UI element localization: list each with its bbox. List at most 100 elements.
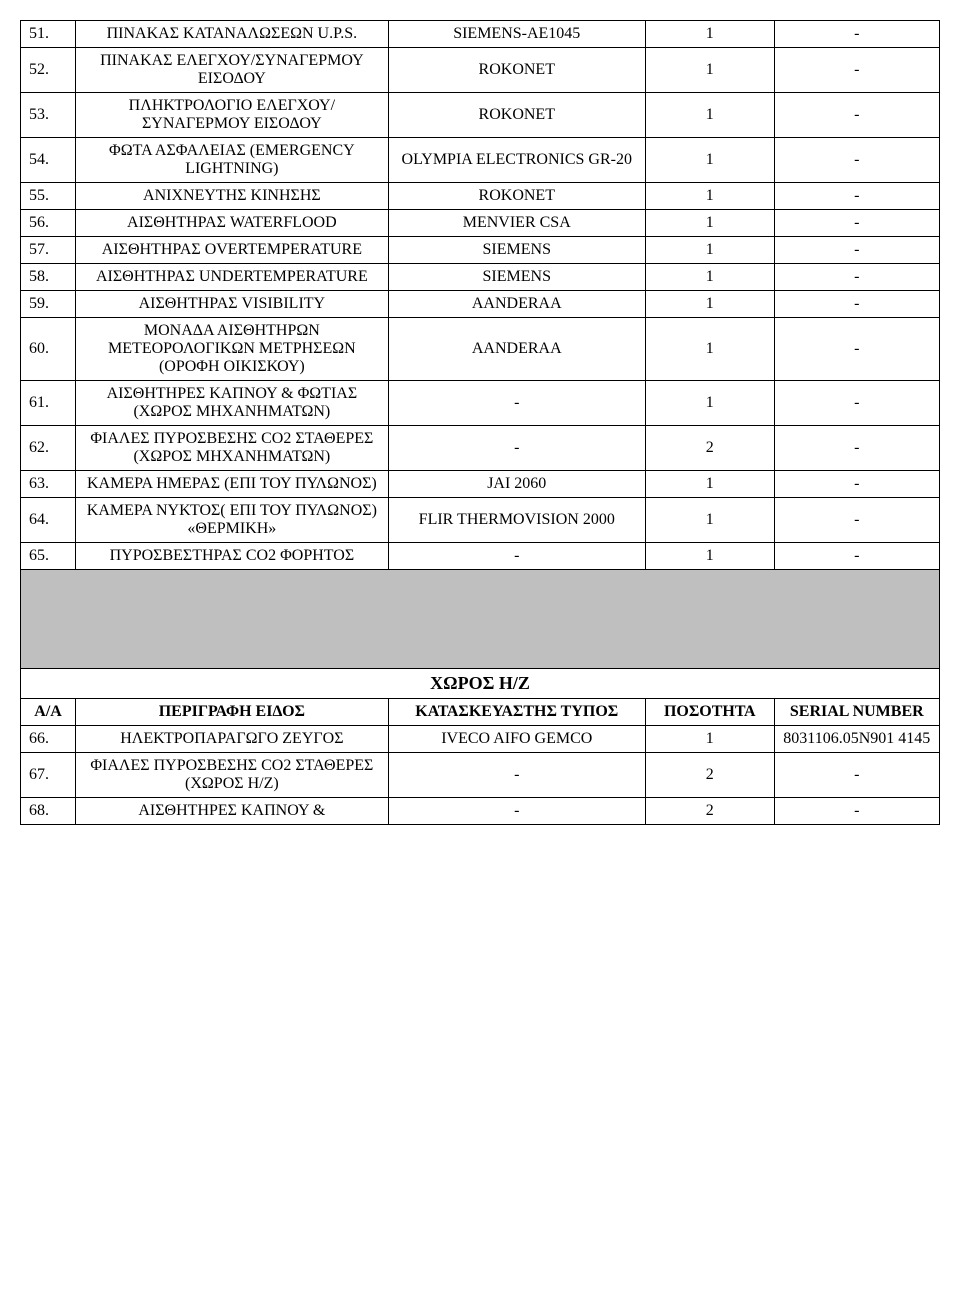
row-number: 67.: [21, 753, 76, 798]
table-row: 57.ΑΙΣΘΗΤΗΡΑΣ OVERTEMPERATURESIEMENS1-: [21, 237, 940, 264]
row-description: ΦΩΤΑ ΑΣΦΑΛΕΙΑΣ (EMERGENCY LIGHTNING): [76, 138, 388, 183]
table-row: 60.ΜΟΝΑΔΑ ΑΙΣΘΗΤΗΡΩΝ ΜΕΤΕΟΡΟΛΟΓΙΚΩΝ ΜΕΤΡ…: [21, 318, 940, 381]
row-description: ΚΑΜΕΡΑ ΗΜΕΡΑΣ (ΕΠΙ ΤΟΥ ΠΥΛΩΝΟΣ): [76, 471, 388, 498]
section-title-row: ΧΩΡΟΣ Η/Ζ: [21, 669, 940, 699]
row-qty: 1: [645, 138, 774, 183]
row-serial: 8031106.05N901 4145: [774, 726, 939, 753]
section-separator-cell: [21, 570, 940, 669]
section-separator: [21, 570, 940, 669]
row-number: 51.: [21, 21, 76, 48]
row-serial: -: [774, 426, 939, 471]
row-number: 61.: [21, 381, 76, 426]
table-row: 68.ΑΙΣΘΗΤΗΡΕΣ ΚΑΠΝΟΥ &-2-: [21, 798, 940, 825]
row-manufacturer: JAI 2060: [388, 471, 645, 498]
row-serial: -: [774, 753, 939, 798]
row-manufacturer: -: [388, 381, 645, 426]
row-description: ΦΙΑΛΕΣ ΠΥΡΟΣΒΕΣΗΣ CO2 ΣΤΑΘΕΡΕΣ (ΧΩΡΟΣ H/…: [76, 753, 388, 798]
row-number: 68.: [21, 798, 76, 825]
row-number: 63.: [21, 471, 76, 498]
row-serial: -: [774, 498, 939, 543]
table-row: 54.ΦΩΤΑ ΑΣΦΑΛΕΙΑΣ (EMERGENCY LIGHTNING)O…: [21, 138, 940, 183]
table-row: 59.ΑΙΣΘΗΤΗΡΑΣ VISIBILITYAANDERAA1-: [21, 291, 940, 318]
row-serial: -: [774, 381, 939, 426]
row-number: 54.: [21, 138, 76, 183]
row-manufacturer: -: [388, 426, 645, 471]
row-qty: 2: [645, 753, 774, 798]
row-number: 52.: [21, 48, 76, 93]
row-serial: -: [774, 318, 939, 381]
row-description: ΠΛΗΚΤΡΟΛΟΓΙΟ ΕΛΕΓΧΟΥ/ΣΥΝΑΓΕΡΜΟΥ ΕΙΣΟΔΟΥ: [76, 93, 388, 138]
table-row: 58.ΑΙΣΘΗΤΗΡΑΣ UNDERTEMPERATURESIEMENS1-: [21, 264, 940, 291]
row-serial: -: [774, 93, 939, 138]
row-serial: -: [774, 291, 939, 318]
row-qty: 1: [645, 318, 774, 381]
row-description: ΦΙΑΛΕΣ ΠΥΡΟΣΒΕΣΗΣ CO2 ΣΤΑΘΕΡΕΣ (ΧΩΡΟΣ ΜΗ…: [76, 426, 388, 471]
header-mfr: ΚΑΤΑΣΚΕΥΑΣΤΗΣ ΤΥΠΟΣ: [388, 699, 645, 726]
row-manufacturer: AANDERAA: [388, 291, 645, 318]
row-qty: 1: [645, 93, 774, 138]
row-serial: -: [774, 48, 939, 93]
row-qty: 1: [645, 48, 774, 93]
row-description: ΠΙΝΑΚΑΣ ΕΛΕΓΧΟΥ/ΣΥΝΑΓΕΡΜΟΥ ΕΙΣΟΔΟΥ: [76, 48, 388, 93]
row-description: ΗΛΕΚΤΡΟΠΑΡΑΓΩΓΟ ΖΕΥΓΟΣ: [76, 726, 388, 753]
row-manufacturer: ROKONET: [388, 183, 645, 210]
row-number: 66.: [21, 726, 76, 753]
row-manufacturer: SIEMENS: [388, 237, 645, 264]
header-desc: ΠΕΡΙΓΡΑΦΗ ΕΙΔΟΣ: [76, 699, 388, 726]
row-qty: 1: [645, 471, 774, 498]
row-qty: 1: [645, 264, 774, 291]
row-number: 65.: [21, 543, 76, 570]
row-qty: 1: [645, 237, 774, 264]
header-aa: Α/Α: [21, 699, 76, 726]
row-description: ΑΙΣΘΗΤΗΡΑΣ OVERTEMPERATURE: [76, 237, 388, 264]
row-serial: -: [774, 237, 939, 264]
table-row: 61.ΑΙΣΘΗΤΗΡΕΣ ΚΑΠΝΟΥ & ΦΩΤΙΑΣ (ΧΩΡΟΣ ΜΗΧ…: [21, 381, 940, 426]
header-qty: ΠΟΣΟΤΗΤΑ: [645, 699, 774, 726]
row-description: ΑΝΙΧΝΕΥΤΗΣ ΚΙΝΗΣΗΣ: [76, 183, 388, 210]
row-qty: 1: [645, 21, 774, 48]
row-serial: -: [774, 264, 939, 291]
row-manufacturer: OLYMPIA ELECTRONICS GR-20: [388, 138, 645, 183]
table-row: 51.ΠΙΝΑΚΑΣ ΚΑΤΑΝΑΛΩΣΕΩΝ U.P.S.SIEMENS-AE…: [21, 21, 940, 48]
table-row: 56.ΑΙΣΘΗΤΗΡΑΣ WATERFLOODMENVIER CSA1-: [21, 210, 940, 237]
row-qty: 1: [645, 183, 774, 210]
table-row: 52.ΠΙΝΑΚΑΣ ΕΛΕΓΧΟΥ/ΣΥΝΑΓΕΡΜΟΥ ΕΙΣΟΔΟΥROK…: [21, 48, 940, 93]
row-number: 53.: [21, 93, 76, 138]
row-manufacturer: MENVIER CSA: [388, 210, 645, 237]
row-description: ΑΙΣΘΗΤΗΡΑΣ WATERFLOOD: [76, 210, 388, 237]
table-row: 62.ΦΙΑΛΕΣ ΠΥΡΟΣΒΕΣΗΣ CO2 ΣΤΑΘΕΡΕΣ (ΧΩΡΟΣ…: [21, 426, 940, 471]
row-qty: 1: [645, 498, 774, 543]
row-number: 59.: [21, 291, 76, 318]
row-description: ΜΟΝΑΔΑ ΑΙΣΘΗΤΗΡΩΝ ΜΕΤΕΟΡΟΛΟΓΙΚΩΝ ΜΕΤΡΗΣΕ…: [76, 318, 388, 381]
row-serial: -: [774, 138, 939, 183]
row-serial: -: [774, 210, 939, 237]
row-qty: 1: [645, 381, 774, 426]
row-number: 57.: [21, 237, 76, 264]
table-row: 63.ΚΑΜΕΡΑ ΗΜΕΡΑΣ (ΕΠΙ ΤΟΥ ΠΥΛΩΝΟΣ)JAI 20…: [21, 471, 940, 498]
table-row: 64.ΚΑΜΕΡΑ ΝΥΚΤΟΣ( ΕΠΙ ΤΟΥ ΠΥΛΩΝΟΣ) «ΘΕΡΜ…: [21, 498, 940, 543]
header-sn: SERIAL NUMBER: [774, 699, 939, 726]
row-number: 56.: [21, 210, 76, 237]
row-manufacturer: SIEMENS: [388, 264, 645, 291]
row-number: 62.: [21, 426, 76, 471]
row-serial: -: [774, 471, 939, 498]
row-manufacturer: AANDERAA: [388, 318, 645, 381]
row-manufacturer: ROKONET: [388, 93, 645, 138]
row-qty: 1: [645, 726, 774, 753]
row-qty: 1: [645, 291, 774, 318]
row-description: ΑΙΣΘΗΤΗΡΑΣ VISIBILITY: [76, 291, 388, 318]
row-serial: -: [774, 183, 939, 210]
table-row: 67.ΦΙΑΛΕΣ ΠΥΡΟΣΒΕΣΗΣ CO2 ΣΤΑΘΕΡΕΣ (ΧΩΡΟΣ…: [21, 753, 940, 798]
row-manufacturer: FLIR THERMOVISION 2000: [388, 498, 645, 543]
row-description: ΑΙΣΘΗΤΗΡΕΣ ΚΑΠΝΟΥ & ΦΩΤΙΑΣ (ΧΩΡΟΣ ΜΗΧΑΝΗ…: [76, 381, 388, 426]
row-number: 60.: [21, 318, 76, 381]
row-qty: 2: [645, 798, 774, 825]
row-manufacturer: -: [388, 753, 645, 798]
row-description: ΠΥΡΟΣΒΕΣΤΗΡΑΣ CO2 ΦΟΡΗΤΟΣ: [76, 543, 388, 570]
table-row: 65.ΠΥΡΟΣΒΕΣΤΗΡΑΣ CO2 ΦΟΡΗΤΟΣ-1-: [21, 543, 940, 570]
row-number: 55.: [21, 183, 76, 210]
row-number: 58.: [21, 264, 76, 291]
row-description: ΚΑΜΕΡΑ ΝΥΚΤΟΣ( ΕΠΙ ΤΟΥ ΠΥΛΩΝΟΣ) «ΘΕΡΜΙΚΗ…: [76, 498, 388, 543]
row-number: 64.: [21, 498, 76, 543]
row-description: ΑΙΣΘΗΤΗΡΑΣ UNDERTEMPERATURE: [76, 264, 388, 291]
